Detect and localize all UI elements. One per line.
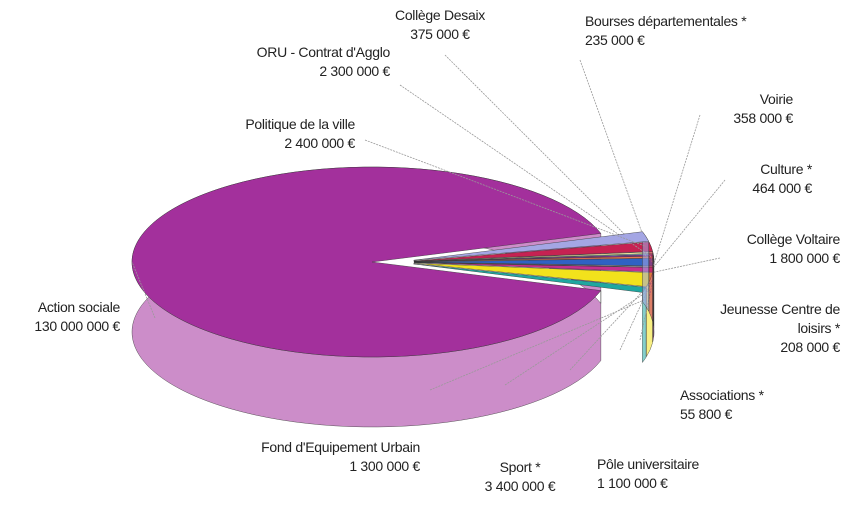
leader-line	[399, 84, 652, 258]
slice-name: Politique de la ville	[245, 116, 355, 132]
slice-label: Sport * 3 400 000 €	[485, 458, 556, 496]
slice-value: 1 800 000 €	[769, 250, 840, 266]
slice-name: Voirie	[759, 91, 794, 107]
leader-line	[131, 261, 156, 319]
slice-label: Fond d'Equipement Urbain 1 300 000 €	[261, 438, 420, 476]
slice-side	[648, 241, 653, 322]
slice-name: Associations *	[680, 387, 764, 403]
slice-label: Pôle universitaire 1 100 000 €	[597, 455, 699, 493]
slice-value: 358 000 €	[733, 110, 793, 126]
slice-name: Collège Desaix	[395, 7, 485, 23]
leader-line	[653, 179, 726, 268]
leader-line	[579, 59, 654, 265]
slice-value: 464 000 €	[752, 180, 812, 196]
slice-value: 3 400 000 €	[484, 478, 556, 494]
slice-name: Action sociale	[37, 299, 120, 315]
leader-line	[653, 114, 701, 266]
slice-name: ORU - Contrat d'Agglo	[256, 44, 391, 60]
slice-name: Jeunesse Centre de loisirs *	[720, 301, 840, 336]
slice-name: Sport *	[499, 459, 541, 475]
slice-value: 235 000 €	[585, 32, 645, 48]
slice-label: Collège Voltaire 1 800 000 €	[746, 230, 841, 268]
slice-name: Culture *	[760, 161, 812, 177]
slice-value: 1 100 000 €	[597, 475, 668, 491]
leader-line	[569, 279, 654, 371]
slice-label: Voirie 358 000 €	[733, 90, 793, 128]
slice-name: Collège Voltaire	[746, 231, 841, 247]
leader-line	[429, 299, 645, 391]
slice-value: 2 400 000 €	[284, 135, 355, 151]
pie-slice	[413, 241, 653, 262]
slice-label: Politique de la ville 2 400 000 €	[245, 115, 355, 153]
slice-name: Bourses départementales *	[585, 13, 747, 29]
leader-line	[504, 289, 651, 386]
slice-value: 2 300 000 €	[319, 63, 390, 79]
leader-line	[653, 257, 721, 273]
slice-value: 130 000 000 €	[34, 318, 120, 334]
slice-side	[642, 231, 649, 312]
slice-name: Fond d'Equipement Urbain	[261, 439, 420, 455]
slice-value: 208 000 €	[780, 339, 840, 355]
slice-name: Pôle universitaire	[597, 456, 699, 472]
slice-label: Action sociale 130 000 000 €	[34, 298, 120, 336]
slice-label: ORU - Contrat d'Agglo 2 300 000 €	[256, 43, 391, 81]
slice-label: Jeunesse Centre de loisirs * 208 000 €	[700, 300, 840, 357]
pie-slice	[413, 231, 650, 261]
slice-value: 375 000 €	[410, 26, 470, 42]
slice-label: Bourses départementales * 235 000 €	[585, 12, 747, 50]
leader-line	[364, 139, 647, 247]
leader-line	[444, 54, 654, 263]
slice-label: Culture * 464 000 €	[752, 160, 812, 198]
slice-value: 1 300 000 €	[349, 458, 420, 474]
slice-label: Collège Desaix 375 000 €	[395, 6, 485, 44]
slice-value: 55 800 €	[680, 406, 733, 422]
slice-label: Associations * 55 800 €	[680, 386, 764, 424]
